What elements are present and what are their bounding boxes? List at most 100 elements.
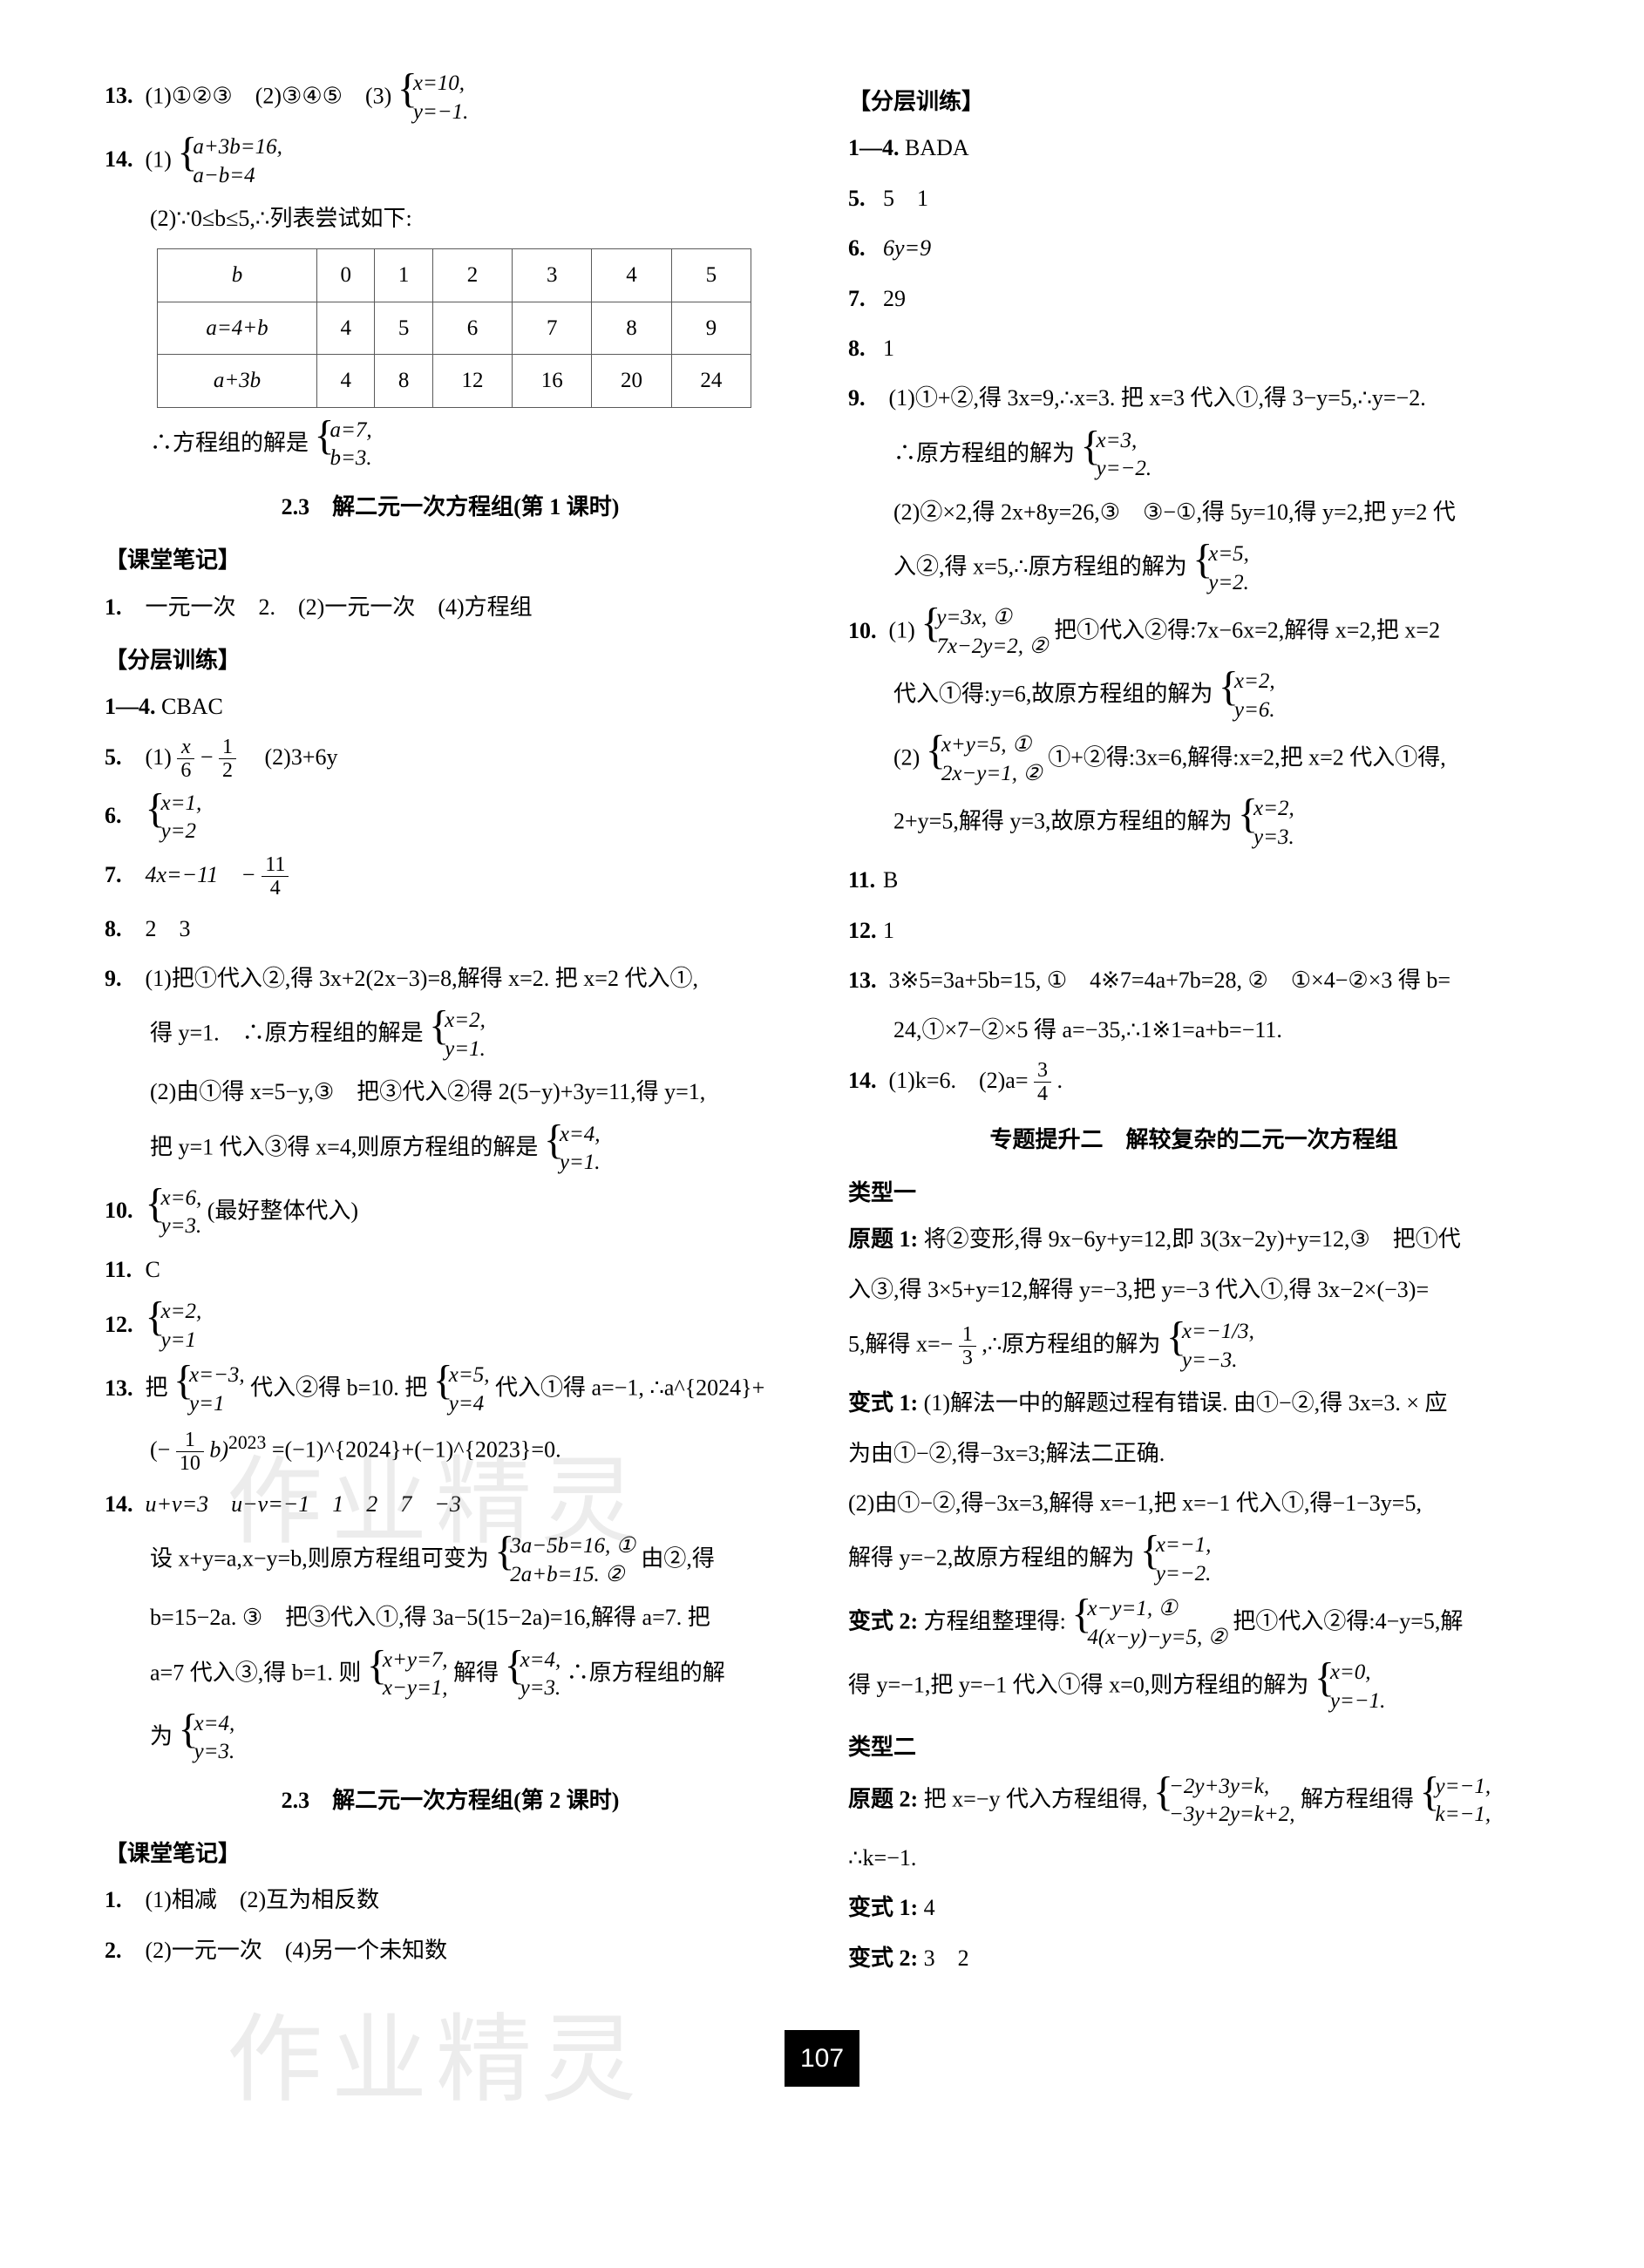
item-text: (1) bbox=[146, 146, 172, 172]
table-cell: 4 bbox=[317, 355, 375, 408]
bianshi-2b: 变式 2: 3 2 bbox=[848, 1937, 1539, 1979]
item-9r: 9. (1)①+②,得 3x=9,∴x=3. 把 x=3 代入①,得 3−y=5… bbox=[848, 377, 1539, 419]
table-header: 0 bbox=[317, 249, 375, 302]
note-item: 1. 一元一次 2. (2)一元一次 (4)方程组 bbox=[105, 586, 796, 628]
table-header: 5 bbox=[671, 249, 751, 302]
item-label: 变式 2: bbox=[848, 1945, 918, 1971]
item-6: 6. x=1, y=2 bbox=[105, 790, 796, 846]
type-heading: 类型二 bbox=[848, 1726, 1539, 1769]
yuanti-1: 原题 1: 将②变形,得 9x−6y+y=12,即 3(3x−2y)+y=12,… bbox=[848, 1218, 1539, 1260]
item-line: 入②,得 x=5,∴原方程组的解为 x=5, y=2. bbox=[848, 540, 1539, 597]
section-title: 2.3 解二元一次方程组(第 2 课时) bbox=[105, 1779, 796, 1822]
item-line: 代入①得:y=6,故原方程组的解为 x=2, y=6. bbox=[848, 668, 1539, 724]
item-5: 5. (1) x6 − 12 (2)3+6y bbox=[105, 736, 796, 783]
table-cell: 4 bbox=[317, 302, 375, 355]
item-line: ∴k=−1. bbox=[848, 1837, 1539, 1879]
equation-system: x=−1/3, y=−3. bbox=[1166, 1318, 1254, 1375]
item-13b-line: (− 110 b)2023 =(−1)^{2024}+(−1)^{2023}=0… bbox=[105, 1425, 796, 1476]
table-cell: a+3b bbox=[158, 355, 317, 408]
yuanti-2: 原题 2: 把 x=−y 代入方程组得, −2y+3y=k, −3y+2y=k+… bbox=[848, 1773, 1539, 1830]
fraction: 13 bbox=[959, 1323, 976, 1370]
section-heading: 【课堂笔记】 bbox=[105, 1832, 796, 1875]
fraction: 34 bbox=[1034, 1059, 1051, 1106]
item-14r: 14. (1)k=6. (2)a= 34 . bbox=[848, 1059, 1539, 1106]
item-13: 13. (1)①②③ (2)③④⑤ (3) x=10, y=−1. bbox=[105, 70, 796, 126]
right-column: 【分层训练】 1—4. BADA 5.5 1 6.6y=9 7.29 8.1 9… bbox=[848, 70, 1539, 1986]
item-11: 11. C bbox=[105, 1248, 796, 1291]
note-item: 1. (1)相减 (2)互为相反数 bbox=[105, 1878, 796, 1921]
item-line: (2)②×2,得 2x+8y=26,③ ③−①,得 5y=10,得 y=2,把 … bbox=[848, 491, 1539, 533]
equation-system: x=2, y=1 bbox=[146, 1298, 202, 1355]
bianshi-1: 变式 1: (1)解法一中的解题过程有错误. 由①−②,得 3x=3. × 应 bbox=[848, 1382, 1539, 1424]
item-14b-line: a=7 代入③,得 b=1. 则 x+y=7, x−y=1, 解得 x=4, y… bbox=[105, 1647, 796, 1703]
item: 5.5 1 bbox=[848, 177, 1539, 220]
table-cell: 8 bbox=[375, 355, 432, 408]
item-9-line: (2)由①得 x=5−y,③ 把③代入②得 2(5−y)+3y=11,得 y=1… bbox=[105, 1070, 796, 1113]
item-line: 为由①−②,得−3x=3;解法二正确. bbox=[848, 1432, 1539, 1475]
item-13b: 13. 把 x=−3, y=1 代入②得 b=10. 把 x=5, y=4 代入… bbox=[105, 1361, 796, 1418]
item-text: (1)①②③ (2)③④⑤ (3) bbox=[146, 83, 392, 108]
page-columns: 13. (1)①②③ (2)③④⑤ (3) x=10, y=−1. 14. (1… bbox=[105, 70, 1539, 1986]
equation-system: x=2, y=3. bbox=[1238, 795, 1294, 852]
equation-system: x=1, y=2 bbox=[146, 790, 202, 846]
bianshi-2: 变式 2: 方程组整理得: x−y=1, ① 4(x−y)−y=5, ② 把①代… bbox=[848, 1595, 1539, 1652]
section-heading: 【分层训练】 bbox=[105, 639, 796, 682]
table-row: a+3b 4 8 12 16 20 24 bbox=[158, 355, 751, 408]
table-header: 4 bbox=[592, 249, 671, 302]
item-line: (2)由①−②,得−3x=3,解得 x=−1,把 x=−1 代入①,得−1−3y… bbox=[848, 1482, 1539, 1524]
table-header: 1 bbox=[375, 249, 432, 302]
item-14b-line: 为 x=4, y=3. bbox=[105, 1710, 796, 1767]
equation-system: 3a−5b=16, ① 2a+b=15. ② bbox=[494, 1532, 635, 1589]
item-12: 12. x=2, y=1 bbox=[105, 1298, 796, 1355]
item: 11.B bbox=[848, 859, 1539, 901]
item-9-line: 得 y=1. ∴原方程组的解是 x=2, y=1. bbox=[105, 1007, 796, 1063]
item-number: 14. bbox=[105, 138, 139, 180]
item-14-conclusion: ∴方程组的解是 a=7, b=3. bbox=[105, 417, 796, 473]
equation-system: y=−1, k=−1, bbox=[1420, 1773, 1491, 1830]
item-10r: 10. (1) y=3x, ① 7x−2y=2, ② 把①代入②得:7x−6x=… bbox=[848, 604, 1539, 661]
equation-system: x=0, y=−1. bbox=[1315, 1659, 1386, 1715]
item-line: 得 y=−1,把 y=−1 代入①得 x=0,则方程组的解为 x=0, y=−1… bbox=[848, 1659, 1539, 1715]
equation-system: x+y=7, x−y=1, bbox=[367, 1647, 448, 1703]
fraction: 12 bbox=[219, 736, 236, 783]
equation-system: x=2, y=6. bbox=[1219, 668, 1275, 724]
left-column: 13. (1)①②③ (2)③④⑤ (3) x=10, y=−1. 14. (1… bbox=[105, 70, 796, 1986]
item-14b-line: b=15−2a. ③ 把③代入①,得 3a−5(15−2a)=16,解得 a=7… bbox=[105, 1596, 796, 1639]
item-13r: 13. 3※5=3a+5b=15, ① 4※7=4a+7b=28, ② ①×4−… bbox=[848, 959, 1539, 1002]
item-line: 24,①×7−②×5 得 a=−35,∴1※1=a+b=−11. bbox=[848, 1008, 1539, 1051]
item-10: 10. x=6, y=3. (最好整体代入) bbox=[105, 1185, 796, 1241]
item-14: 14. (1) a+3b=16, a−b=4 bbox=[105, 133, 796, 190]
equation-system: x=3, y=−2. bbox=[1081, 427, 1152, 484]
table-header: 2 bbox=[432, 249, 512, 302]
equation-system: x+y=5, ① 2x−y=1, ② bbox=[926, 731, 1043, 788]
equation-system: x=−1, y=−2. bbox=[1140, 1531, 1212, 1588]
item-number: 13. bbox=[105, 74, 139, 117]
item-9: 9. (1)把①代入②,得 3x+2(2x−3)=8,解得 x=2. 把 x=2… bbox=[105, 957, 796, 1000]
trial-table: b 0 1 2 3 4 5 a=4+b 4 5 6 7 8 9 a+3b 4 8… bbox=[157, 248, 751, 408]
equation-system: a+3b=16, a−b=4 bbox=[177, 133, 282, 190]
section-heading: 【分层训练】 bbox=[848, 80, 1539, 123]
item-14b: 14. u+v=3 u−v=−1 1 2 7 −3 bbox=[105, 1483, 796, 1525]
equation-system: y=3x, ① 7x−2y=2, ② bbox=[921, 604, 1048, 661]
table-cell: 16 bbox=[513, 355, 592, 408]
item: 7.29 bbox=[848, 277, 1539, 320]
item-8: 8. 2 3 bbox=[105, 907, 796, 950]
item-9-line: 把 y=1 代入③得 x=4,则原方程组的解是 x=4, y=1. bbox=[105, 1121, 796, 1178]
table-row: b 0 1 2 3 4 5 bbox=[158, 249, 751, 302]
item-line: (2) x+y=5, ① 2x−y=1, ② ①+②得:3x=6,解得:x=2,… bbox=[848, 731, 1539, 788]
section-title: 专题提升二 解较复杂的二元一次方程组 bbox=[848, 1118, 1539, 1161]
item-14b-line: 设 x+y=a,x−y=b,则原方程组可变为 3a−5b=16, ① 2a+b=… bbox=[105, 1532, 796, 1589]
table-cell: 6 bbox=[432, 302, 512, 355]
item-line: 解得 y=−2,故原方程组的解为 x=−1, y=−2. bbox=[848, 1531, 1539, 1588]
table-cell: 24 bbox=[671, 355, 751, 408]
item-line: ∴原方程组的解为 x=3, y=−2. bbox=[848, 427, 1539, 484]
table-cell: a=4+b bbox=[158, 302, 317, 355]
section-heading: 【课堂笔记】 bbox=[105, 539, 796, 581]
table-header: 3 bbox=[513, 249, 592, 302]
fraction: 114 bbox=[262, 853, 289, 900]
equation-system: x=−3, y=1 bbox=[173, 1361, 245, 1418]
page-number: 107 bbox=[105, 2030, 1539, 2087]
item: 12.1 bbox=[848, 909, 1539, 952]
item-line: 入③,得 3×5+y=12,解得 y=−3,把 y=−3 代入①,得 3x−2×… bbox=[848, 1268, 1539, 1311]
equation-system: x=4, y=3. bbox=[505, 1647, 561, 1703]
